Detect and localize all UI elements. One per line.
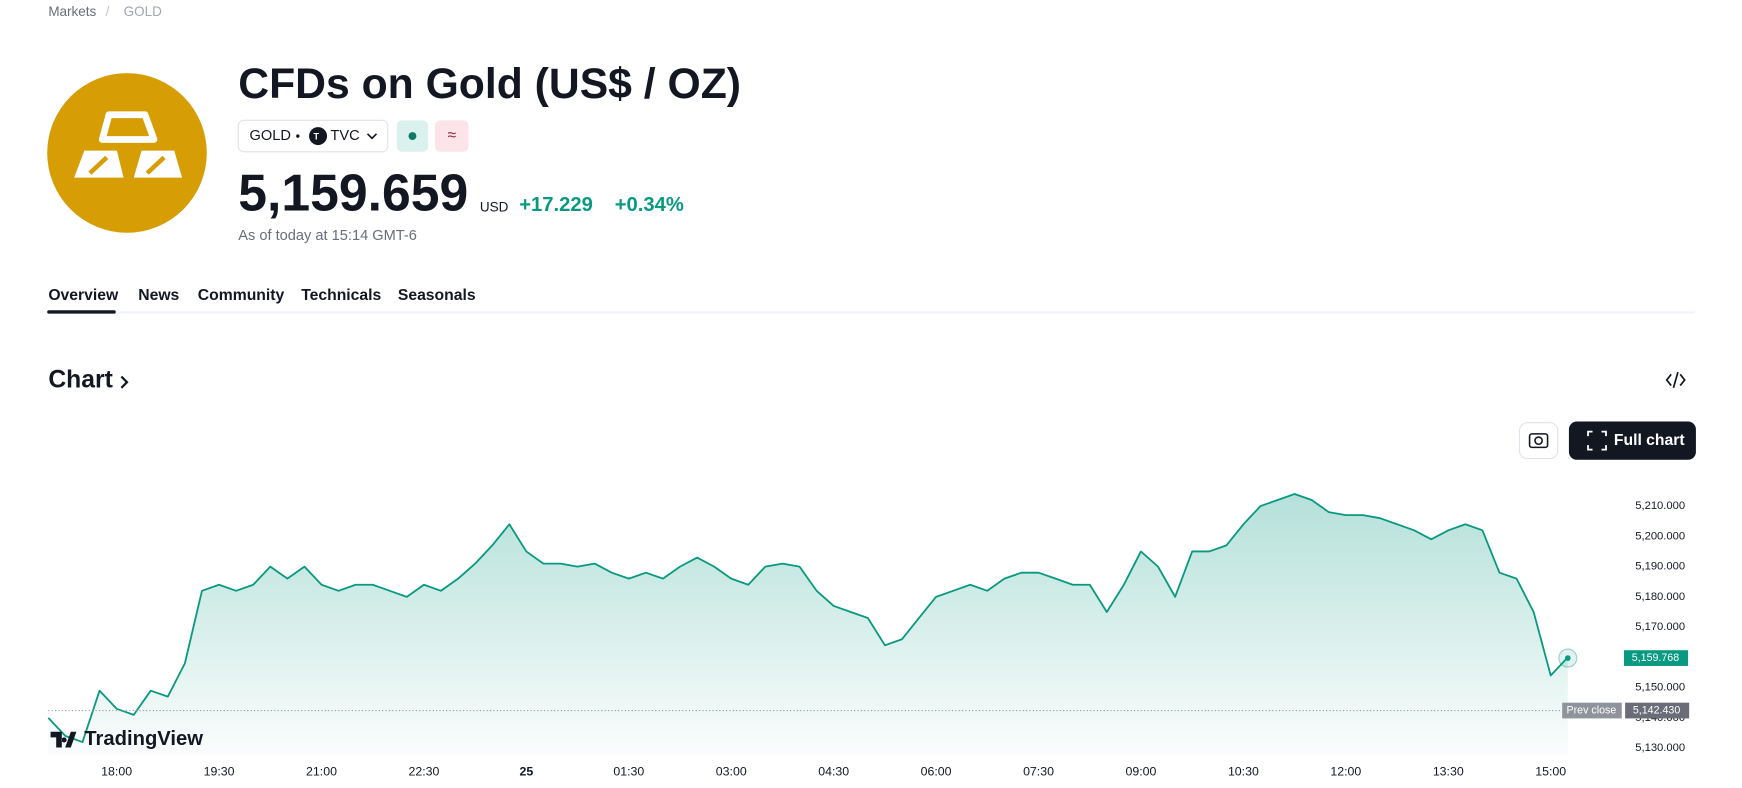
x-tick-label: 19:30 — [204, 764, 235, 778]
price-change: +17.229 — [519, 194, 593, 216]
x-tick-label: 21:00 — [306, 764, 337, 778]
as-of: As of today at 15:14 GMT-6 — [238, 228, 417, 244]
last-price-tag — [1623, 650, 1689, 666]
x-tick-label: 22:30 — [408, 764, 439, 778]
tab[interactable]: Seasonals — [398, 287, 476, 304]
y-tick-label: 5,210.000 — [1635, 500, 1685, 512]
watermark: TradingView — [84, 728, 203, 750]
embed-button[interactable] — [1665, 371, 1686, 389]
x-tick-label: 03:00 — [716, 764, 747, 778]
section-chevron — [120, 375, 129, 389]
y-tick-label: 5,180.000 — [1635, 591, 1685, 603]
y-tick-label: 5,190.000 — [1635, 561, 1685, 573]
tab[interactable]: Community — [198, 287, 285, 304]
x-tick-label: 12:00 — [1330, 764, 1361, 778]
breadcrumb-current: GOLD — [124, 4, 162, 19]
prev-close-value-tag — [1625, 702, 1690, 719]
symbol: GOLD — [249, 128, 290, 144]
exchange-icon: T — [314, 132, 320, 142]
currency: USD — [480, 200, 509, 215]
derived-badge[interactable]: ≈ — [434, 120, 469, 152]
x-tick-label: 04:30 — [818, 764, 849, 778]
area-fill — [48, 494, 1568, 755]
y-tick-label: 5,170.000 — [1635, 621, 1685, 633]
breadcrumb-link[interactable]: Markets — [48, 4, 96, 19]
price-chart: 5,130.0005,140.0005,150.0005,160.0005,17… — [47, 493, 1690, 778]
breadcrumb-separator: / — [106, 4, 110, 19]
full-chart-button[interactable]: Full chart — [1568, 421, 1696, 460]
prev-close-value: 5,142.430 — [1633, 704, 1680, 716]
y-tick-label: 5,130.000 — [1635, 742, 1685, 754]
tab[interactable]: Overview — [48, 287, 119, 304]
x-tick-label: 10:30 — [1228, 764, 1259, 778]
exchange: TVC — [330, 128, 359, 144]
price-change-percent: +0.34% — [615, 194, 684, 216]
tab[interactable]: News — [138, 287, 179, 304]
page-title: CFDs on Gold (US$ / OZ) — [238, 60, 741, 108]
y-tick-label: 5,200.000 — [1635, 530, 1685, 542]
last-price-dot — [1564, 655, 1571, 661]
x-tick-label: 07:30 — [1023, 764, 1054, 778]
gold-logo — [47, 73, 207, 233]
x-tick-label: 06:00 — [921, 764, 952, 778]
tabs-rule — [47, 311, 1695, 314]
x-tick-label: 09:00 — [1126, 764, 1157, 778]
market-status-badge[interactable] — [396, 120, 429, 152]
symbol-chip[interactable]: GOLD T TVC — [237, 119, 389, 153]
watermark-logo — [50, 731, 77, 748]
prev-close-tag — [1562, 702, 1622, 719]
full-chart-label: Full chart — [1614, 432, 1686, 449]
tab-underline — [47, 310, 116, 314]
tab[interactable]: Technicals — [301, 287, 381, 304]
x-tick-label: 13:30 — [1433, 764, 1464, 778]
derived-icon: ≈ — [447, 127, 456, 144]
y-tick-label: 5,150.000 — [1635, 682, 1685, 694]
price-line — [47, 493, 1569, 743]
x-tick-label: 15:00 — [1535, 764, 1566, 778]
x-tick-label: 18:00 — [101, 764, 132, 778]
price: 5,159.659 — [238, 163, 468, 221]
snapshot-button[interactable] — [1518, 422, 1559, 460]
x-tick-label: 01:30 — [613, 764, 644, 778]
x-tick-label: 25 — [519, 764, 533, 778]
section-title[interactable]: Chart — [48, 367, 113, 394]
prev-close-name: Prev close — [1567, 704, 1617, 716]
last-price-value: 5,159.768 — [1632, 652, 1679, 664]
